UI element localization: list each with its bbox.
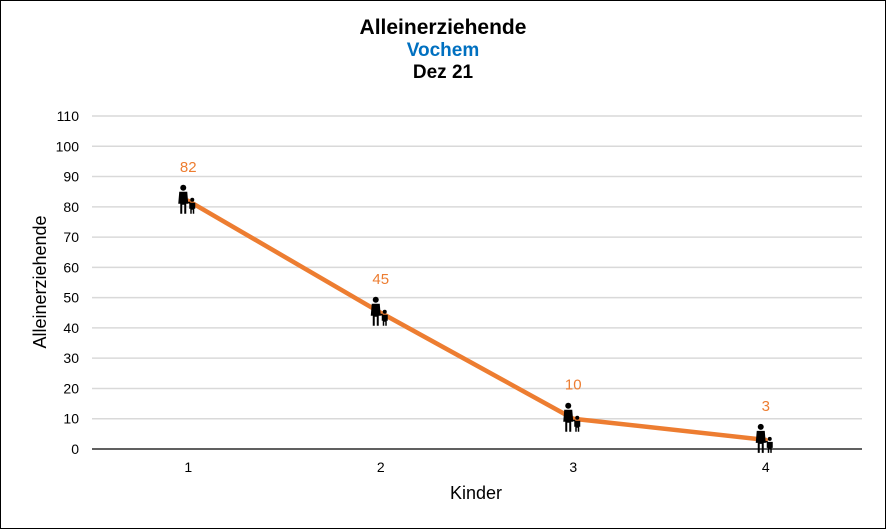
parent-with-child-icon — [178, 184, 196, 214]
chart-subtitle-date: Dez 21 — [412, 62, 474, 83]
parent-with-child-icon — [563, 402, 581, 432]
chart-titles: Alleinerziehende Vochem Dez 21 — [0, 16, 886, 84]
y-tick-label: 10 — [63, 411, 79, 427]
y-axis-title: Alleinerziehende — [30, 215, 50, 348]
y-axis-ticks: 0 10 20 30 40 50 60 70 80 90 100 110 — [56, 108, 80, 457]
chart-title: Alleinerziehende — [359, 16, 527, 39]
chart-subtitle: Vochem — [406, 40, 480, 61]
series-polyline — [186, 198, 768, 443]
gridlines — [92, 115, 862, 450]
data-label: 3 — [762, 398, 770, 415]
data-label: 10 — [565, 377, 582, 394]
y-tick-label: 110 — [57, 108, 80, 124]
parent-with-child-icon — [370, 296, 388, 326]
y-tick-label: 70 — [63, 229, 79, 245]
data-label: 82 — [180, 159, 197, 176]
y-tick-label: 30 — [63, 350, 79, 366]
x-axis-title: Kinder — [450, 483, 502, 503]
y-tick-label: 80 — [63, 199, 79, 215]
parent-with-child-icon — [755, 423, 773, 453]
y-tick-label: 60 — [63, 259, 79, 275]
x-tick-label: 4 — [762, 459, 770, 475]
x-tick-label: 3 — [569, 459, 577, 475]
y-tick-label: 90 — [63, 169, 79, 185]
x-tick-label: 1 — [184, 459, 192, 475]
series-line — [186, 198, 768, 443]
y-tick-label: 50 — [63, 290, 79, 306]
data-label: 45 — [372, 271, 389, 288]
data-labels: 82 45 10 3 — [180, 159, 770, 415]
y-tick-label: 40 — [63, 320, 79, 336]
x-tick-label: 2 — [377, 459, 385, 475]
y-tick-label: 0 — [71, 441, 79, 457]
markers — [178, 184, 773, 453]
y-tick-label: 100 — [56, 138, 80, 154]
x-axis-ticks: 1 2 3 4 — [184, 459, 770, 475]
y-tick-label: 20 — [63, 380, 79, 396]
